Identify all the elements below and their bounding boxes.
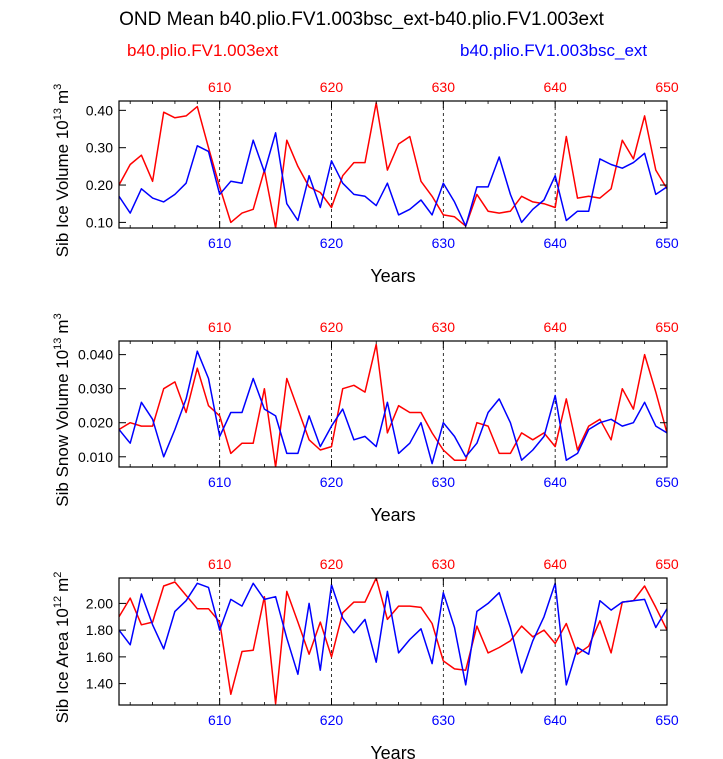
y-axis-label-unit-exponent: 2 bbox=[52, 572, 64, 578]
x-tick-label-bottom: 620 bbox=[320, 712, 344, 728]
y-tick-label: 1.40 bbox=[86, 676, 113, 692]
y-tick-label: 2.00 bbox=[86, 595, 113, 611]
x-tick-label-bottom: 610 bbox=[208, 235, 232, 251]
x-tick-label-bottom: 640 bbox=[543, 474, 567, 490]
legend-blue-label: b40.plio.FV1.003bsc_ext bbox=[460, 41, 648, 60]
x-tick-label-bottom: 640 bbox=[543, 235, 567, 251]
y-axis-label-unit: m bbox=[53, 578, 72, 592]
y-tick-label: 1.80 bbox=[86, 622, 113, 638]
x-tick-label-top: 640 bbox=[543, 556, 567, 572]
series-line-blue bbox=[119, 582, 667, 686]
y-tick-label: 0.010 bbox=[78, 449, 113, 465]
x-tick-label-bottom: 630 bbox=[432, 474, 456, 490]
series-line-red bbox=[119, 102, 667, 228]
series-line-red bbox=[119, 578, 667, 705]
plot-frame bbox=[118, 100, 668, 229]
x-tick-label-bottom: 610 bbox=[208, 712, 232, 728]
x-tick-label-bottom: 650 bbox=[655, 474, 679, 490]
x-tick-label-bottom: 650 bbox=[655, 235, 679, 251]
x-tick-label-top: 610 bbox=[208, 79, 232, 95]
x-tick-label-top: 650 bbox=[655, 79, 679, 95]
x-tick-label-top: 640 bbox=[543, 319, 567, 335]
series-line-blue bbox=[119, 132, 667, 227]
y-axis-label-unit-exponent: 3 bbox=[52, 84, 64, 90]
y-tick-label: 0.030 bbox=[78, 381, 113, 397]
y-axis-label-base: Sib Ice Volume 10 bbox=[53, 120, 72, 257]
x-axis-label: Years bbox=[370, 743, 415, 759]
y-axis-label-unit-exponent: 3 bbox=[52, 313, 64, 319]
y-tick-label: 0.10 bbox=[86, 214, 113, 230]
x-tick-label-top: 610 bbox=[208, 556, 232, 572]
y-axis-label-base: Sib Snow Volume 10 bbox=[53, 350, 72, 507]
y-axis-label: Sib Snow Volume 1013 m3 bbox=[52, 313, 72, 506]
panel-1: 610 610 620 620 630 630 640 640 650 650 0.10 0.20 0.… bbox=[52, 79, 679, 286]
x-axis-label: Years bbox=[370, 266, 415, 286]
y-tick-label: 0.30 bbox=[86, 140, 113, 156]
y-axis-label-exponent: 12 bbox=[52, 596, 64, 608]
series-line-red bbox=[119, 343, 667, 467]
x-axis-label: Years bbox=[370, 505, 415, 525]
x-tick-label-top: 650 bbox=[655, 319, 679, 335]
x-tick-label-bottom: 640 bbox=[543, 712, 567, 728]
x-tick-label-top: 630 bbox=[432, 79, 456, 95]
series-line-blue bbox=[119, 350, 667, 465]
y-axis-label-exponent: 13 bbox=[52, 108, 64, 120]
y-axis-label: Sib Ice Area 1012 m2 bbox=[52, 572, 72, 724]
y-axis-label: Sib Ice Volume 1013 m3 bbox=[52, 84, 72, 258]
plot-frame bbox=[118, 340, 668, 468]
y-axis-label-unit: m bbox=[53, 90, 72, 104]
panel-2: 610 610 620 620 630 630 640 640 650 650 0.010 0.020… bbox=[52, 313, 679, 525]
x-tick-label-bottom: 620 bbox=[320, 474, 344, 490]
x-tick-label-top: 610 bbox=[208, 319, 232, 335]
x-tick-label-top: 620 bbox=[320, 79, 344, 95]
x-tick-label-top: 640 bbox=[543, 79, 567, 95]
x-tick-label-top: 630 bbox=[432, 556, 456, 572]
panel-3: 610 610 620 620 630 630 640 640 650 650 1.40 1.60 1.… bbox=[52, 556, 679, 759]
legend-red-label: b40.plio.FV1.003ext bbox=[127, 41, 279, 60]
x-tick-label-bottom: 620 bbox=[320, 235, 344, 251]
x-tick-label-top: 630 bbox=[432, 319, 456, 335]
x-tick-label-top: 620 bbox=[320, 319, 344, 335]
x-tick-label-bottom: 650 bbox=[655, 712, 679, 728]
x-tick-label-bottom: 630 bbox=[432, 712, 456, 728]
y-axis-label-exponent: 13 bbox=[52, 338, 64, 350]
y-tick-label: 0.40 bbox=[86, 102, 113, 118]
x-tick-label-top: 620 bbox=[320, 556, 344, 572]
y-tick-label: 0.040 bbox=[78, 347, 113, 363]
y-axis-label-base: Sib Ice Area 10 bbox=[53, 608, 72, 723]
x-tick-label-bottom: 630 bbox=[432, 235, 456, 251]
y-tick-label: 0.020 bbox=[78, 415, 113, 431]
y-tick-label: 0.20 bbox=[86, 177, 113, 193]
y-axis-label-unit: m bbox=[53, 319, 72, 333]
plot-frame bbox=[118, 577, 668, 706]
page-title: OND Mean b40.plio.FV1.003bsc_ext-b40.pli… bbox=[119, 9, 604, 30]
x-tick-label-bottom: 610 bbox=[208, 474, 232, 490]
x-tick-label-top: 650 bbox=[655, 556, 679, 572]
y-tick-label: 1.60 bbox=[86, 649, 113, 665]
